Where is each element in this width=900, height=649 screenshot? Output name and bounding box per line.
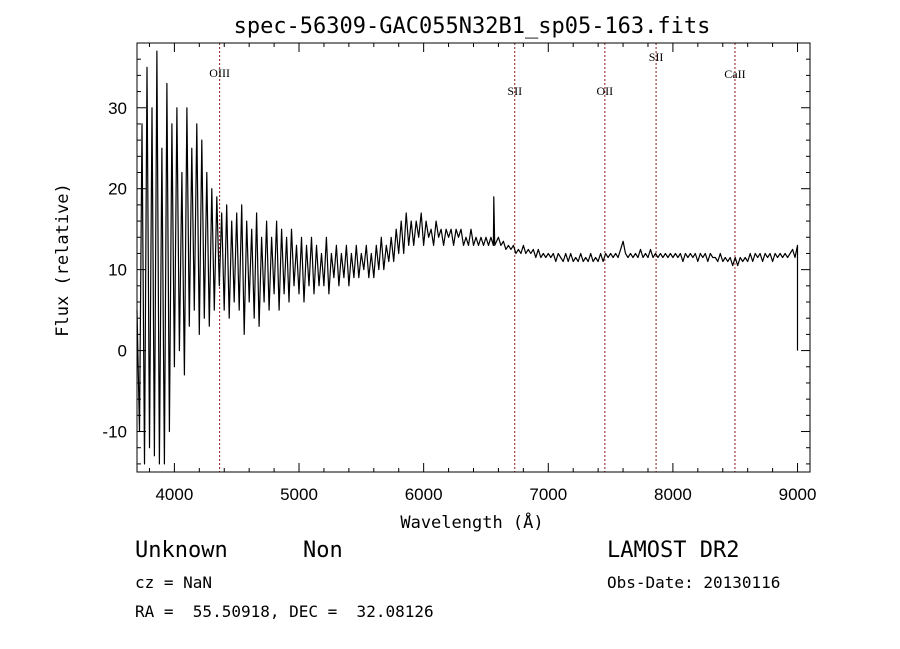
x-tick-label: 4000 bbox=[155, 485, 193, 504]
y-tick-label: 20 bbox=[108, 180, 127, 199]
y-axis-label: Flux (relative) bbox=[53, 183, 73, 337]
marker-label: SII bbox=[649, 50, 664, 64]
x-axis-label: Wavelength (Å) bbox=[400, 511, 543, 533]
y-axis: -10 0 10 20 30 bbox=[102, 42, 810, 465]
obs-date: Obs-Date: 20130116 bbox=[607, 573, 781, 592]
chart-title: spec-56309-GAC055N32B1_sp05-163.fits bbox=[234, 14, 711, 39]
marker-label: SII bbox=[507, 84, 522, 98]
survey-name: LAMOST DR2 bbox=[607, 538, 740, 563]
coordinates-readout: RA = 55.50918, DEC = 32.08126 bbox=[135, 602, 434, 621]
x-tick-label: 6000 bbox=[405, 485, 443, 504]
marker-label: OII bbox=[597, 84, 614, 98]
marker-label: OIII bbox=[209, 66, 230, 80]
redshift-readout: cz = NaN bbox=[135, 573, 213, 592]
spectrum-line bbox=[136, 50, 799, 465]
spectrum-series bbox=[136, 50, 799, 465]
y-tick-label: 0 bbox=[118, 342, 127, 361]
marker-label: CaII bbox=[724, 67, 745, 81]
y-tick-label: 30 bbox=[108, 99, 127, 118]
x-axis: 4000 5000 6000 7000 8000 9000 bbox=[148, 43, 817, 504]
object-subclass: Non bbox=[303, 538, 343, 563]
x-tick-label: 7000 bbox=[529, 485, 567, 504]
y-tick-label: -10 bbox=[102, 423, 127, 442]
x-tick-label: 9000 bbox=[779, 485, 817, 504]
x-tick-label: 5000 bbox=[280, 485, 318, 504]
y-tick-label: 10 bbox=[108, 261, 127, 280]
object-class: Unknown bbox=[135, 538, 228, 563]
spectral-line-markers: OIII SII OII SII CaII bbox=[209, 43, 746, 472]
x-tick-label: 8000 bbox=[654, 485, 692, 504]
